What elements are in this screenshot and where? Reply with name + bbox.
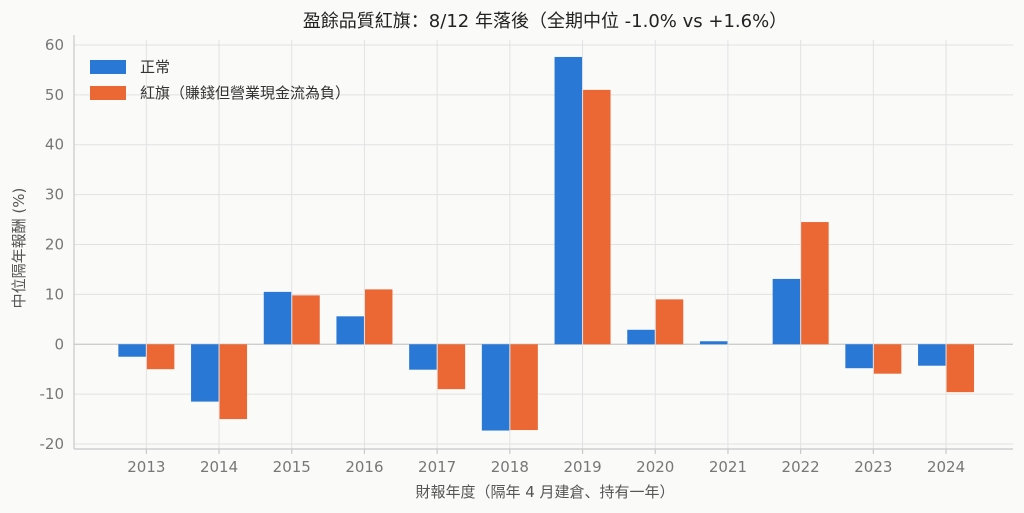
y-tick-label: 10	[45, 285, 64, 303]
y-tick-label: 40	[45, 136, 64, 154]
y-tick-label: 50	[45, 86, 64, 104]
legend-label: 正常	[140, 58, 170, 76]
bar-normal-2021	[699, 341, 728, 345]
bar-normal-2020	[627, 329, 655, 345]
bar-normal-2016	[336, 316, 364, 345]
x-tick-label: 2021	[709, 458, 747, 476]
chart-title: 盈餘品質紅旗：8/12 年落後（全期中位 -1.0% vs +1.6%）	[303, 11, 787, 32]
x-tick-label: 2018	[491, 458, 529, 476]
grid-layer	[74, 40, 1013, 449]
bar-redflag-2023	[873, 344, 902, 374]
x-tick-label: 2015	[273, 458, 311, 476]
bar-redflag-2013	[146, 344, 175, 370]
axis-layer: -20 -10 0 10 20 30 40 50 60 2013 2014 2015 2016 2017 2…	[40, 35, 1013, 476]
y-axis-label: 中位隔年報酬 (%)	[10, 188, 28, 309]
legend-label: 紅旗（賺錢但營業現金流為負）	[140, 84, 350, 102]
x-tick-label: 2024	[927, 458, 965, 476]
x-tick-label: 2023	[854, 458, 892, 476]
bar-redflag-2015	[292, 295, 320, 345]
bar-normal-2017	[409, 344, 437, 370]
x-tick-label: 2017	[418, 458, 456, 476]
bar-redflag-2016	[364, 289, 393, 345]
bar-redflag-2017	[437, 344, 466, 390]
bar-redflag-2014	[219, 344, 248, 420]
bar-normal-2024	[918, 344, 946, 366]
bar-normal-2013	[118, 344, 146, 357]
bar-normal-2018	[481, 344, 510, 431]
bar-layer	[118, 56, 975, 431]
x-tick-label: 2019	[563, 458, 601, 476]
x-tick-label: 2014	[200, 458, 238, 476]
y-tick-label: -10	[40, 385, 65, 403]
y-tick-label: -20	[40, 435, 65, 453]
y-tick-label: 20	[45, 236, 64, 254]
bar-redflag-2024	[946, 344, 975, 393]
y-tick-label: 30	[45, 186, 64, 204]
bar-normal-2014	[191, 344, 219, 402]
x-tick-label: 2020	[636, 458, 674, 476]
x-tick-label: 2013	[127, 458, 165, 476]
y-tick-label: 0	[54, 335, 64, 353]
bar-normal-2019	[554, 56, 583, 345]
legend-swatch	[90, 86, 126, 100]
bar-normal-2022	[772, 278, 801, 345]
x-tick-label: 2022	[782, 458, 820, 476]
legend-swatch	[90, 60, 126, 74]
bar-redflag-2019	[583, 89, 611, 345]
bar-redflag-2018	[510, 344, 538, 431]
bar-normal-2015	[263, 291, 292, 345]
bar-redflag-2020	[655, 299, 684, 345]
bar-normal-2023	[845, 344, 873, 369]
x-axis-label: 財報年度（隔年 4 月建倉、持有一年）	[415, 483, 674, 501]
x-tick-label: 2016	[345, 458, 383, 476]
bar-redflag-2022	[801, 222, 829, 345]
y-tick-label: 60	[45, 36, 64, 54]
